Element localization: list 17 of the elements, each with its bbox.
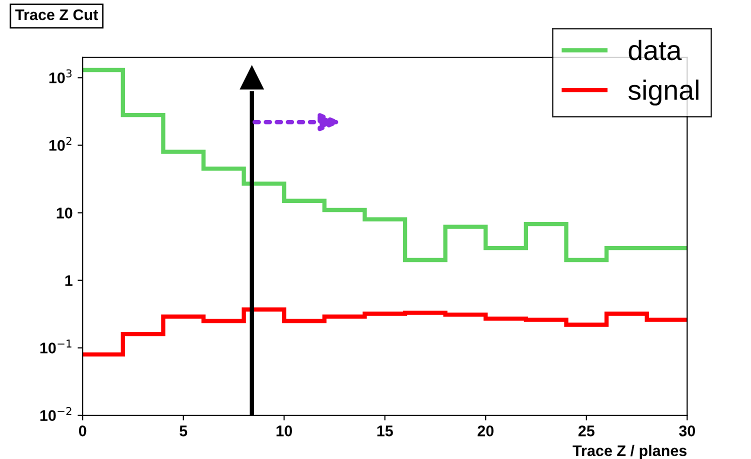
x-tick-label: 5 (180, 426, 188, 436)
x-tick-label: 15 (377, 426, 393, 436)
chart-title: Trace Z Cut (15, 9, 98, 20)
x-tick-label: 10 (276, 426, 292, 436)
y-tick-label: 10$^{2}$ (49, 136, 72, 151)
y-tick-label: 10$^{−1}$ (40, 340, 72, 354)
y-tick-label: 10$^{−2}$ (40, 407, 72, 421)
x-tick-label: 25 (578, 426, 594, 436)
x-axis-title: Trace Z / planes (572, 444, 687, 459)
legend-label: data (628, 40, 682, 60)
y-tick-label: 10$^{3}$ (49, 69, 72, 84)
y-tick-label: 1 (65, 275, 72, 286)
x-tick-label: 30 (679, 426, 696, 436)
legend-label: signal (628, 80, 698, 106)
x-tick-label: 0 (78, 426, 86, 436)
x-tick-label: 20 (478, 426, 494, 436)
y-tick-label: 10 (56, 208, 72, 218)
